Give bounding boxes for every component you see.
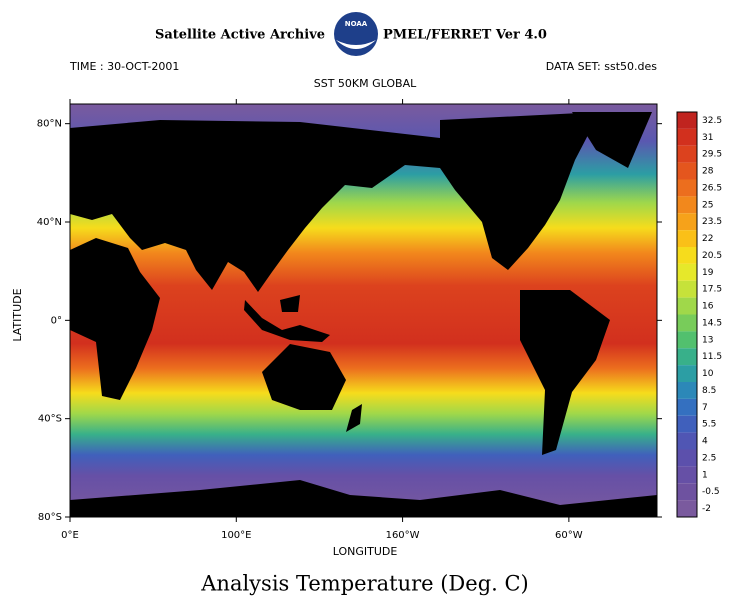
colorbar-cell: [677, 382, 697, 399]
colorbar-label: 19: [702, 268, 714, 278]
colorbar-label: 14.5: [702, 318, 722, 328]
colorbar-cell: [677, 179, 697, 197]
colorbar-label: 5.5: [702, 420, 716, 430]
colorbar-label: 17.5: [702, 285, 722, 295]
logo-text: NOAA: [345, 20, 368, 28]
x-tick-label: 0°E: [61, 530, 79, 541]
colorbar-label: 23.5: [702, 217, 722, 227]
colorbar-label: 26.5: [702, 183, 722, 193]
y-tick-label: 40°N: [37, 217, 62, 228]
colorbar-cell: [677, 280, 697, 298]
colorbar-label: -0.5: [702, 487, 720, 497]
colorbar-cell: [677, 247, 697, 264]
x-tick-label: 100°E: [221, 530, 251, 541]
colorbar-label: 13: [702, 335, 713, 345]
logo: [334, 12, 378, 56]
colorbar-label: 11.5: [702, 352, 722, 362]
x-tick-label: 60°W: [555, 530, 583, 541]
colorbar-cell: [677, 128, 697, 146]
time: TIME : 30-OCT-2001: [69, 60, 179, 73]
colorbar-cell: [677, 483, 697, 501]
colorbar-cell: [677, 213, 697, 231]
greenland: [572, 112, 652, 168]
colorbar-label: 4: [702, 437, 708, 447]
y-axis-label: LATITUDE: [11, 288, 24, 341]
subtitle: SST 50KM GLOBAL: [314, 77, 417, 90]
colorbar-cell: [677, 449, 697, 467]
colorbar-label: 29.5: [702, 150, 722, 160]
africa: [70, 238, 160, 400]
map: [69, 103, 658, 518]
colorbar-cell: [677, 263, 697, 281]
colorbar-label: 31: [702, 133, 713, 143]
colorbar-label: 28: [702, 167, 714, 177]
colorbar-cell: [677, 230, 697, 247]
colorbar-label: 32.5: [702, 116, 722, 126]
indonesia: [244, 295, 330, 342]
antarctica: [70, 480, 657, 517]
colorbar-label: 22: [702, 234, 713, 244]
colorbar-label: 20.5: [702, 251, 722, 261]
colorbar-cell: [677, 500, 697, 517]
colorbar-label: 10: [702, 369, 714, 379]
y-tick-label: 0°: [51, 315, 62, 326]
colorbar-cell: [677, 145, 697, 163]
colorbar-cell: [677, 331, 697, 349]
colorbar-cell: [677, 112, 697, 129]
colorbar-cell: [677, 432, 697, 450]
colorbar-cell: [677, 196, 697, 214]
colorbar-label: 8.5: [702, 386, 716, 396]
colorbar-cell: [677, 162, 697, 180]
colorbar-frame: [676, 111, 698, 518]
colorbar-label: 25: [702, 200, 713, 210]
x-axis-label: LONGITUDE: [333, 545, 398, 558]
new-zealand: [346, 404, 362, 432]
colorbar-cell: [677, 365, 697, 382]
y-tick-label: 40°S: [38, 414, 62, 425]
colorbar-cell: [677, 466, 697, 484]
y-tick-label: 80°N: [37, 119, 62, 130]
south-america: [520, 290, 610, 455]
colorbar-label: 7: [702, 403, 708, 413]
dataset: DATA SET: sst50.des: [546, 60, 657, 73]
map-frame: [69, 103, 658, 518]
logo-wave: [336, 40, 376, 49]
colorbar-label: 1: [702, 470, 708, 480]
colorbar-cell: [677, 314, 697, 332]
colorbar-cell: [677, 415, 697, 433]
colorbar-label: -2: [702, 504, 711, 514]
header-left: Satellite Active Archive: [155, 28, 325, 43]
eurasia: [70, 120, 440, 292]
x-tick-label: 160°W: [386, 530, 420, 541]
colorbar-cell: [677, 297, 697, 315]
y-tick-label: 80°S: [38, 512, 62, 523]
chart-title: Analysis Temperature (Deg. C): [200, 572, 529, 596]
north-america: [440, 112, 600, 270]
australia: [262, 344, 346, 410]
colorbar-cell: [677, 398, 697, 416]
colorbar-label: 2.5: [702, 453, 716, 463]
header-right: PMEL/FERRET Ver 4.0: [383, 28, 547, 43]
colorbar-label: 16: [702, 302, 714, 312]
colorbar-cell: [677, 348, 697, 366]
